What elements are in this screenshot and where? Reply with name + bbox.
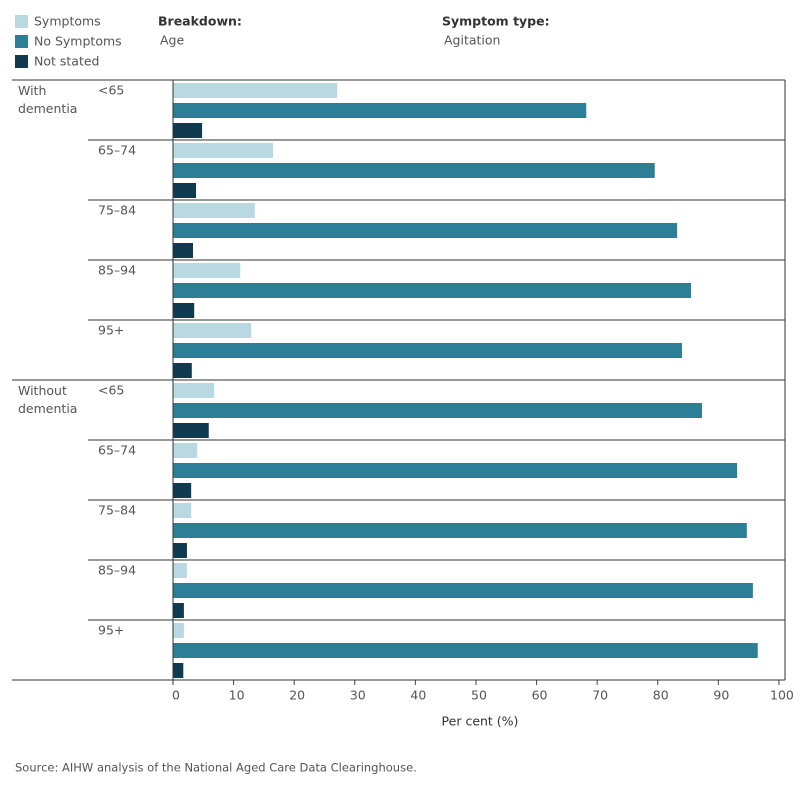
legend-swatch xyxy=(15,35,28,48)
bar xyxy=(173,583,753,598)
legend-label: Not stated xyxy=(34,54,99,69)
x-tick-label: 20 xyxy=(289,688,305,703)
bar xyxy=(173,643,758,658)
bar xyxy=(173,623,184,638)
x-tick-label: 50 xyxy=(471,688,487,703)
bar xyxy=(173,323,252,338)
breakdown-label: Breakdown: xyxy=(158,14,242,29)
bar xyxy=(173,103,587,118)
bar xyxy=(173,303,195,318)
bar xyxy=(173,463,738,478)
category-label: 85–94 xyxy=(98,563,136,578)
category-label: <65 xyxy=(98,83,124,98)
bar xyxy=(173,163,655,178)
legend-label: Symptoms xyxy=(34,14,101,29)
bar xyxy=(173,603,184,618)
bar xyxy=(173,283,692,298)
category-label: 95+ xyxy=(98,623,124,638)
category-label: 95+ xyxy=(98,323,124,338)
bar xyxy=(173,443,198,458)
bar xyxy=(173,403,702,418)
x-tick-label: 30 xyxy=(350,688,366,703)
x-tick-label: 60 xyxy=(532,688,548,703)
x-tick-label: 90 xyxy=(713,688,729,703)
group-label: With dementia xyxy=(18,83,78,116)
category-label: 85–94 xyxy=(98,263,136,278)
bar xyxy=(173,223,678,238)
bar xyxy=(173,143,273,158)
x-axis-label: Per cent (%) xyxy=(442,714,519,729)
x-tick-label: 10 xyxy=(229,688,245,703)
x-tick-label: 70 xyxy=(592,688,608,703)
bar xyxy=(173,203,255,218)
category-label: 65–74 xyxy=(98,143,136,158)
bar xyxy=(173,483,192,498)
bar xyxy=(173,663,184,678)
symptom-type-label: Symptom type: xyxy=(442,14,550,29)
bar xyxy=(173,243,193,258)
bar xyxy=(173,263,241,278)
legend-swatch xyxy=(15,15,28,28)
category-label: 65–74 xyxy=(98,443,136,458)
bar xyxy=(173,363,192,378)
bar xyxy=(173,543,187,558)
legend-swatch xyxy=(15,55,28,68)
bar xyxy=(173,383,215,398)
category-label: 75–84 xyxy=(98,203,136,218)
x-tick-label: 100 xyxy=(770,688,794,703)
category-label: 75–84 xyxy=(98,503,136,518)
bar xyxy=(173,523,747,538)
category-label: <65 xyxy=(98,383,124,398)
breakdown-value: Age xyxy=(160,33,184,48)
bar xyxy=(173,83,338,98)
x-tick-label: 40 xyxy=(410,688,426,703)
bar xyxy=(173,123,203,138)
x-tick-label: 80 xyxy=(653,688,669,703)
bar xyxy=(173,343,682,358)
group-label: Without dementia xyxy=(18,383,78,416)
symptom-type-value: Agitation xyxy=(444,33,500,48)
x-tick-label: 0 xyxy=(172,688,180,703)
bar xyxy=(173,503,192,518)
bar xyxy=(173,183,197,198)
bar xyxy=(173,423,209,438)
source-note: Source: AIHW analysis of the National Ag… xyxy=(15,761,417,775)
legend-label: No Symptoms xyxy=(34,34,122,49)
bar xyxy=(173,563,187,578)
